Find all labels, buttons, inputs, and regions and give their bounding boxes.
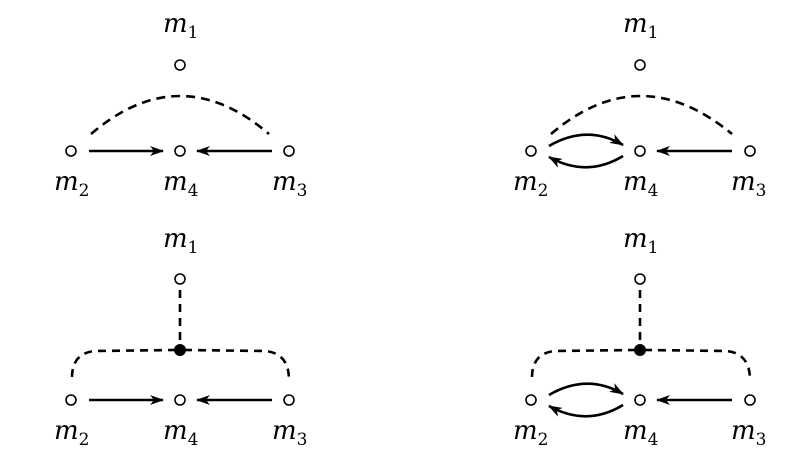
diagram-top-left: m1 m2 m4 m3 (54, 9, 307, 201)
label-m2: m2 (513, 416, 548, 450)
node-m4 (634, 145, 646, 157)
node-m1 (174, 273, 186, 285)
dashed-hub-to-m2 (530, 348, 637, 381)
node-m2 (525, 394, 537, 406)
dashed-arc-m2-m3 (550, 94, 733, 136)
diagram-bottom-left: m1 m2 m4 m3 (54, 224, 307, 450)
label-m2: m2 (513, 167, 548, 201)
diagram-top-right: m1 m2 m4 m3 (513, 9, 766, 201)
label-m1: m1 (623, 9, 658, 43)
dashed-hub-to-m2 (70, 348, 177, 381)
label-m3: m3 (731, 167, 766, 201)
dashed-arc-m2-m3 (90, 94, 270, 135)
node-m3 (744, 394, 756, 406)
label-m3: m3 (272, 167, 307, 201)
label-m1: m1 (163, 224, 198, 258)
node-m1 (634, 59, 646, 71)
node-m1 (174, 59, 186, 71)
node-m2 (65, 145, 77, 157)
label-m1: m1 (623, 224, 658, 258)
label-m4: m4 (163, 167, 198, 201)
node-m4 (174, 394, 186, 406)
label-m2: m2 (54, 416, 89, 450)
dashed-hub-to-m3 (183, 348, 291, 381)
label-m1: m1 (163, 9, 198, 43)
hub-node (634, 344, 646, 356)
dashed-hub-to-m3 (643, 348, 752, 381)
node-m3 (283, 145, 295, 157)
node-m4 (174, 145, 186, 157)
diagram-bottom-right: m1 m2 m4 m3 (513, 224, 766, 450)
hub-node (174, 344, 186, 356)
edge-m2-to-m4-curved (548, 133, 624, 148)
node-m2 (525, 145, 537, 157)
node-m3 (744, 145, 756, 157)
label-m2: m2 (54, 167, 89, 201)
label-m4: m4 (163, 416, 198, 450)
label-m4: m4 (623, 416, 658, 450)
label-m3: m3 (272, 416, 307, 450)
node-m3 (283, 394, 295, 406)
node-m2 (65, 394, 77, 406)
edge-m2-to-m4-curved (548, 382, 624, 397)
label-m3: m3 (731, 416, 766, 450)
node-m4 (634, 394, 646, 406)
edge-m4-to-m2-curved (548, 403, 624, 418)
label-m4: m4 (623, 167, 658, 201)
node-m1 (634, 273, 646, 285)
edge-m4-to-m2-curved (548, 154, 624, 169)
